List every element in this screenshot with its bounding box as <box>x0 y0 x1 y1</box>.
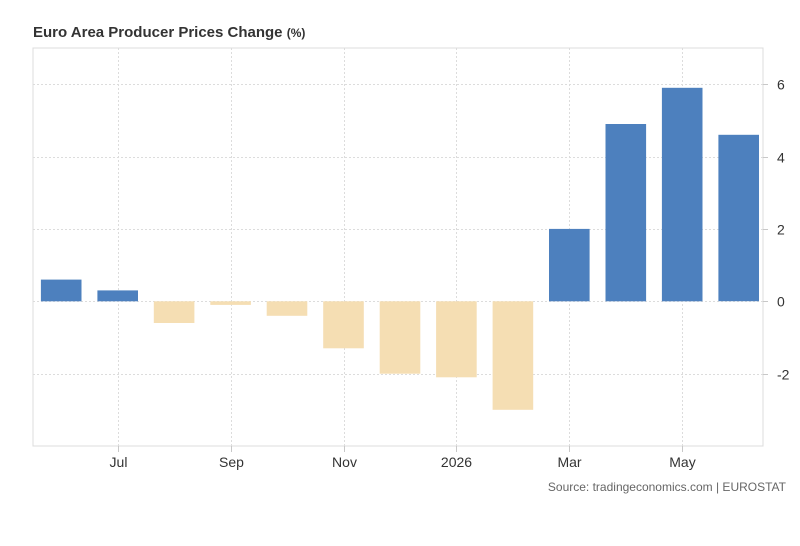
x-tick-label: 2026 <box>441 454 472 470</box>
y-tick-label: -2 <box>777 367 790 383</box>
y-tick-label: 6 <box>777 77 785 93</box>
bar[interactable] <box>605 124 647 302</box>
x-tick-label: Sep <box>219 454 244 470</box>
x-tick-label: Jul <box>110 454 128 470</box>
bar[interactable] <box>210 301 251 305</box>
bar[interactable] <box>492 301 534 410</box>
bar[interactable] <box>266 301 308 316</box>
chart-title-unit: (%) <box>286 26 306 40</box>
source-note[interactable]: Source: tradingeconomics.com | EUROSTAT <box>547 480 786 494</box>
bar[interactable] <box>40 279 82 302</box>
y-tick-label: 2 <box>777 222 785 238</box>
bar[interactable] <box>661 87 703 302</box>
y-tick-label: 0 <box>777 294 785 310</box>
plot-area-frame <box>32 47 764 447</box>
bar[interactable] <box>153 301 195 323</box>
y-tick-label: 4 <box>777 150 785 166</box>
bar[interactable] <box>379 301 421 374</box>
bar[interactable] <box>718 134 759 302</box>
bar[interactable] <box>549 228 590 302</box>
x-tick-label: Nov <box>332 454 357 470</box>
bar[interactable] <box>323 301 364 349</box>
x-tick-label: May <box>669 454 695 470</box>
x-tick-label: Mar <box>557 454 581 470</box>
chart-title: Euro Area Producer Prices Change (%) <box>33 24 305 41</box>
chart-title-text: Euro Area Producer Prices Change <box>33 24 283 41</box>
bar[interactable] <box>436 301 477 378</box>
bar[interactable] <box>97 290 138 302</box>
